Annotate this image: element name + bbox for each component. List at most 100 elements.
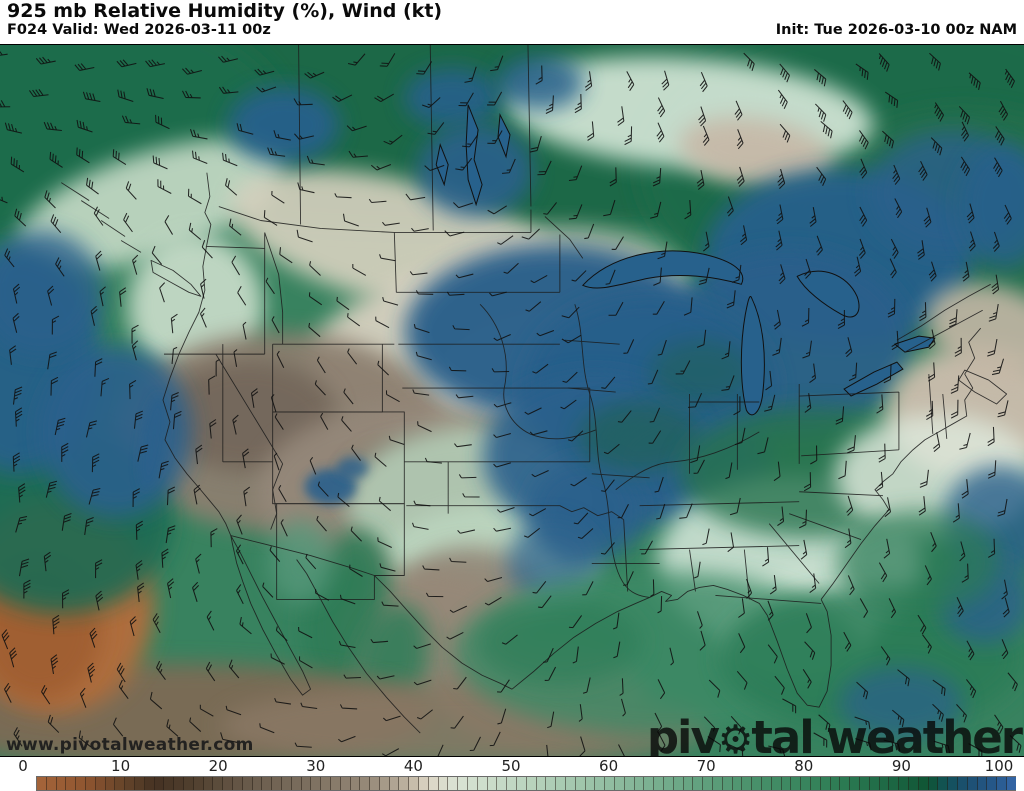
- colorbar-segment: [507, 777, 518, 790]
- colorbar-segment: [497, 777, 508, 790]
- colorbar-segment: [771, 777, 782, 790]
- colorbar-segment: [321, 777, 331, 790]
- init-time-label: Init: Tue 2026-03-10 00z NAM: [775, 22, 1017, 38]
- colorbar-segment: [889, 777, 900, 790]
- rh-wind-map-svg: [0, 45, 1024, 756]
- colorbar-tick: 20: [208, 757, 228, 775]
- colorbar-segment: [262, 777, 273, 790]
- colorbar-segment: [399, 777, 410, 790]
- colorbar-tick: 40: [403, 757, 423, 775]
- colorbar-segment: [918, 777, 929, 790]
- colorbar-segment: [712, 777, 723, 790]
- colorbar-segment: [281, 777, 292, 790]
- colorbar-segment: [272, 777, 282, 790]
- colorbar: [36, 776, 1016, 791]
- colorbar-segment: [1006, 777, 1016, 790]
- colorbar-segment: [967, 777, 978, 790]
- colorbar-segment: [624, 777, 635, 790]
- colorbar-segment: [908, 777, 919, 790]
- colorbar-tick: 90: [891, 757, 911, 775]
- colorbar-segment: [899, 777, 909, 790]
- colorbar-segment: [948, 777, 958, 790]
- colorbar-segment: [566, 777, 576, 790]
- colorbar-segment: [428, 777, 439, 790]
- watermark-url: www.pivotalweather.com: [6, 735, 254, 755]
- colorbar-segment: [76, 777, 86, 790]
- colorbar-segment: [801, 777, 811, 790]
- colorbar-tick: 80: [794, 757, 814, 775]
- forecast-map[interactable]: www.pivotalweather.com piv⚙tal weather: [0, 44, 1024, 760]
- colorbar-tick: 100: [984, 757, 1014, 775]
- colorbar-segment: [938, 777, 949, 790]
- colorbar-segment: [56, 777, 67, 790]
- colorbar-segment: [115, 777, 126, 790]
- colorbar-segment: [752, 777, 762, 790]
- colorbar-segment: [546, 777, 557, 790]
- colorbar-segment: [810, 777, 821, 790]
- colorbar-segment: [379, 777, 390, 790]
- colorbar-segment: [487, 777, 498, 790]
- colorbar-tick: 60: [599, 757, 619, 775]
- colorbar-segment: [37, 777, 47, 790]
- colorbar-segment: [232, 777, 243, 790]
- colorbar-segment: [213, 777, 224, 790]
- colorbar-segment: [438, 777, 449, 790]
- colorbar-segment: [183, 777, 194, 790]
- colorbar-segment: [664, 777, 674, 790]
- wind-barbs: [0, 48, 1022, 756]
- colorbar-segment: [654, 777, 664, 790]
- colorbar-segment: [791, 777, 802, 790]
- colorbar-segment: [350, 777, 361, 790]
- colorbar-segment: [330, 777, 341, 790]
- colorbar-segment: [389, 777, 400, 790]
- colorbar-tick: 70: [696, 757, 716, 775]
- colorbar-segment: [595, 777, 606, 790]
- colorbar-segment: [95, 777, 106, 790]
- colorbar-segment: [820, 777, 831, 790]
- page-title: 925 mb Relative Humidity (%), Wind (kt): [7, 0, 443, 22]
- colorbar-segment: [987, 777, 998, 790]
- colorbar-segment: [781, 777, 792, 790]
- colorbar-segment: [859, 777, 870, 790]
- colorbar-segment: [242, 777, 253, 790]
- colorbar-segment: [105, 777, 116, 790]
- colorbar-segment: [575, 777, 586, 790]
- brand-suffix: tal weather: [751, 711, 1023, 765]
- colorbar-segment: [850, 777, 860, 790]
- colorbar-segment: [761, 777, 772, 790]
- colorbar-tick: 10: [111, 757, 131, 775]
- colorbar-segment: [252, 777, 263, 790]
- great-lakes: [435, 104, 936, 416]
- colorbar-segment: [615, 777, 625, 790]
- colorbar-segment: [66, 777, 77, 790]
- colorbar-segment: [85, 777, 96, 790]
- colorbar-segment: [125, 777, 135, 790]
- brand-prefix: piv: [646, 711, 720, 765]
- colorbar-segment: [360, 777, 371, 790]
- valid-time-label: F024 Valid: Wed 2026-03-11 00z: [7, 22, 271, 38]
- colorbar-segment: [869, 777, 880, 790]
- colorbar-segment: [164, 777, 175, 790]
- colorbar-segment: [683, 777, 694, 790]
- colorbar-segment: [879, 777, 890, 790]
- colorbar-tick: 30: [306, 757, 326, 775]
- colorbar-segment: [134, 777, 145, 790]
- colorbar-segment: [468, 777, 478, 790]
- colorbar-segment: [673, 777, 684, 790]
- header: 925 mb Relative Humidity (%), Wind (kt) …: [0, 0, 1024, 44]
- colorbar-segment: [634, 777, 645, 790]
- colorbar-segment: [458, 777, 469, 790]
- colorbar-segment: [957, 777, 968, 790]
- colorbar-segment: [174, 777, 184, 790]
- colorbar-segment: [732, 777, 743, 790]
- colorbar-segment: [46, 777, 57, 790]
- colorbar-segment: [477, 777, 488, 790]
- gear-icon: ⚙: [717, 717, 754, 764]
- colorbar-footer: 0 10 20 30 40 50 60 70 80 90 100: [0, 757, 1024, 791]
- colorbar-tick-labels: 0 10 20 30 40 50 60 70 80 90 100: [0, 757, 1024, 775]
- colorbar-segment: [340, 777, 351, 790]
- colorbar-segment: [154, 777, 165, 790]
- colorbar-tick: 0: [18, 757, 28, 775]
- colorbar-segment: [556, 777, 567, 790]
